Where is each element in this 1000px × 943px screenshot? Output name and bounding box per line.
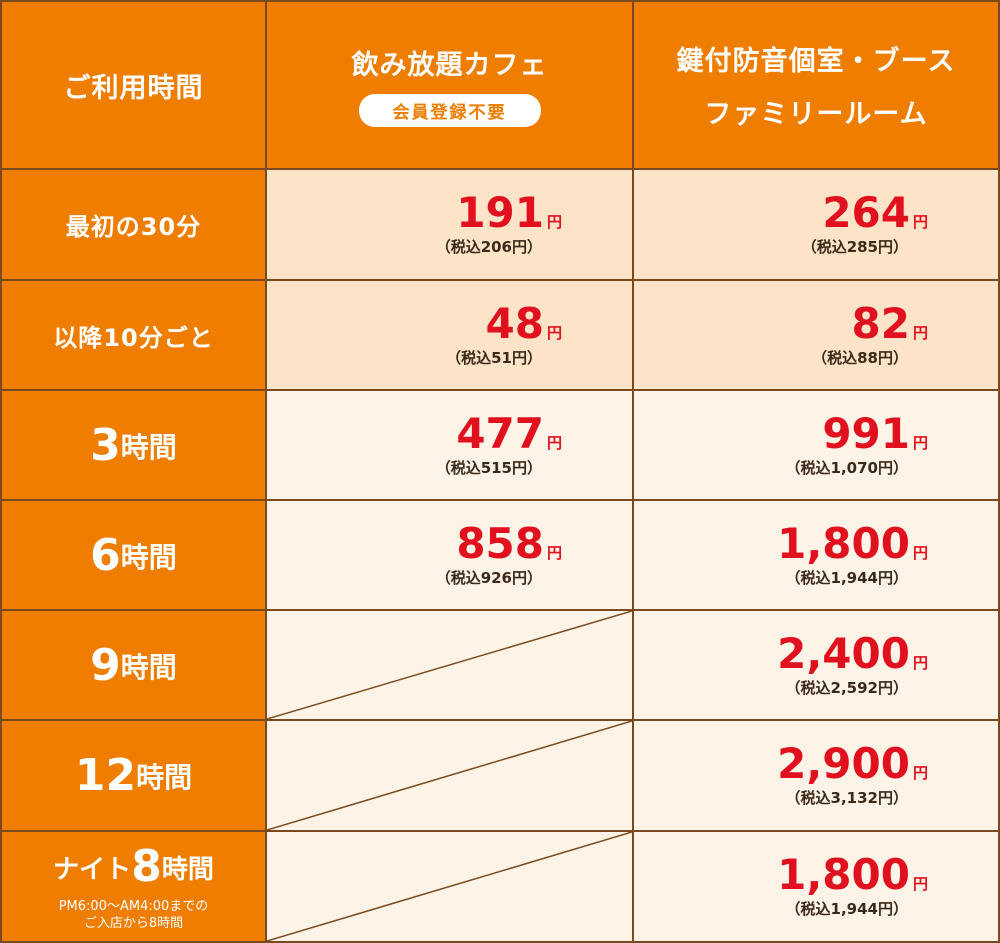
- price-value: 2,400: [777, 628, 910, 678]
- room-price-cell: 1,800 円 （税込1,944円）: [632, 499, 1000, 611]
- header-room: 鍵付防音個室・ブース ファミリールーム: [632, 0, 1000, 170]
- row-label-night-8-hours: ナイト8時間 PM6:00～AM4:00までの ご入店から8時間: [0, 830, 267, 943]
- price-unit: 円: [912, 323, 928, 342]
- tax-included-price: （税込285円）: [801, 238, 908, 256]
- cafe-price-cell: 858 円 （税込926円）: [265, 499, 634, 611]
- row-label-unit: 時間: [136, 761, 193, 794]
- tax-included-price: （税込51円）: [446, 348, 542, 367]
- row-label-per-10min: 以降10分ごと: [0, 279, 267, 391]
- price-value: 264: [822, 188, 910, 237]
- room-price-cell: 82 円 （税込88円）: [632, 279, 1000, 391]
- row-label-9-hours: 9時間: [0, 609, 267, 721]
- price-unit: 円: [912, 764, 928, 782]
- header-cafe: 飲み放題カフェ 会員登録不要: [265, 0, 634, 170]
- header-room-line1: 鍵付防音個室・ブース: [676, 46, 956, 77]
- cafe-price-cell-not-available: [265, 609, 634, 721]
- price-value: 2,900: [777, 739, 910, 788]
- tax-included-price: （税込206円）: [435, 238, 542, 256]
- tax-included-price: （税込1,944円）: [785, 568, 908, 587]
- price-unit: 円: [546, 323, 562, 342]
- room-price-cell: 991 円 （税込1,070円）: [632, 389, 1000, 501]
- price-value: 191: [456, 188, 544, 237]
- tax-included-price: （税込926円）: [435, 568, 542, 587]
- price-value: 477: [456, 408, 544, 458]
- not-available-slash: [267, 721, 632, 830]
- row-label-number: 8: [131, 841, 162, 892]
- header-time: ご利用時間: [0, 0, 267, 170]
- row-label-unit: 時間: [120, 650, 177, 684]
- row-label-text: 以降10分ごと: [53, 323, 214, 352]
- room-price-cell: 2,400 円 （税込2,592円）: [632, 609, 1000, 721]
- row-label-unit: 時間: [120, 430, 177, 464]
- cafe-price-cell-not-available: [265, 830, 634, 943]
- price-unit: 円: [912, 875, 928, 893]
- night-note-line2: ご入店から8時間: [83, 916, 184, 931]
- cafe-price-cell: 191 円 （税込206円）: [265, 168, 634, 281]
- not-available-slash: [267, 832, 632, 941]
- row-label-text: 最初の30分: [65, 213, 202, 241]
- room-price-cell: 1,800 円 （税込1,944円）: [632, 830, 1000, 943]
- tax-included-price: （税込2,592円）: [785, 678, 908, 697]
- cafe-price-cell: 48 円 （税込51円）: [265, 279, 634, 391]
- night-prefix: ナイト: [53, 855, 132, 885]
- header-cafe-label: 飲み放題カフェ: [351, 50, 548, 81]
- price-unit: 円: [912, 433, 928, 452]
- price-value: 1,800: [777, 850, 910, 899]
- row-label-6-hours: 6時間: [0, 499, 267, 611]
- tax-included-price: （税込88円）: [812, 348, 908, 367]
- price-value: 48: [485, 298, 544, 348]
- not-available-slash: [267, 611, 632, 719]
- price-unit: 円: [912, 213, 928, 231]
- header-room-line2: ファミリールーム: [704, 99, 928, 130]
- tax-included-price: （税込515円）: [435, 458, 542, 477]
- header-time-label: ご利用時間: [63, 72, 204, 104]
- price-unit: 円: [912, 653, 928, 672]
- row-label-3-hours: 3時間: [0, 389, 267, 501]
- row-label-unit: 時間: [161, 855, 214, 885]
- price-value: 858: [456, 518, 544, 568]
- price-value: 82: [851, 298, 910, 348]
- price-unit: 円: [546, 213, 562, 231]
- room-price-cell: 2,900 円 （税込3,132円）: [632, 719, 1000, 832]
- price-value: 1,800: [777, 518, 910, 568]
- row-label-number: 9: [90, 639, 121, 691]
- price-unit: 円: [912, 543, 928, 562]
- tax-included-price: （税込1,944円）: [785, 900, 908, 918]
- row-label-first-30min: 最初の30分: [0, 168, 267, 281]
- no-registration-badge: 会員登録不要: [358, 94, 541, 127]
- tax-included-price: （税込3,132円）: [785, 789, 908, 807]
- cafe-price-cell: 477 円 （税込515円）: [265, 389, 634, 501]
- row-label-number: 6: [90, 529, 121, 581]
- price-value: 991: [822, 408, 910, 458]
- row-label-12-hours: 12時間: [0, 719, 267, 832]
- night-note-line1: PM6:00～AM4:00までの: [58, 899, 209, 914]
- row-label-unit: 時間: [120, 540, 177, 574]
- tax-included-price: （税込1,070円）: [785, 458, 908, 477]
- row-label-number: 12: [74, 750, 137, 801]
- cafe-price-cell-not-available: [265, 719, 634, 832]
- price-unit: 円: [546, 433, 562, 452]
- row-label-number: 3: [90, 419, 121, 471]
- price-unit: 円: [546, 543, 562, 562]
- room-price-cell: 264 円 （税込285円）: [632, 168, 1000, 281]
